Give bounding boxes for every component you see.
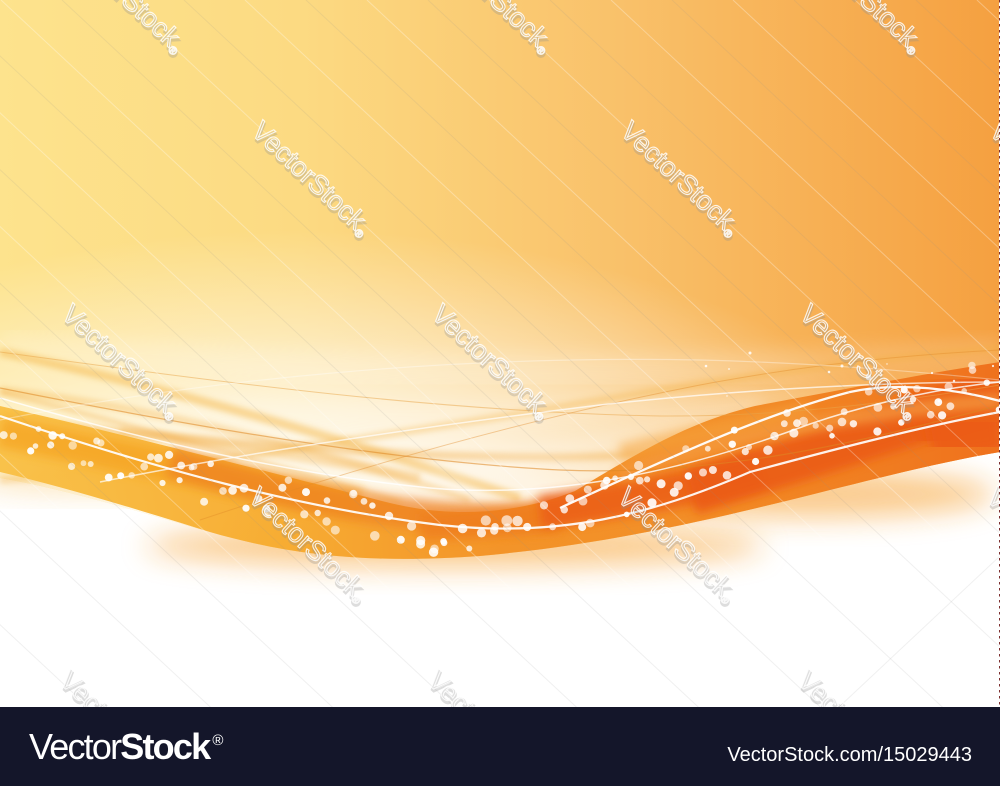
svg-text:VectorStock.com/15029443: VectorStock.com/15029443 (727, 744, 972, 766)
svg-text:VectorStock®: VectorStock® (29, 726, 223, 767)
